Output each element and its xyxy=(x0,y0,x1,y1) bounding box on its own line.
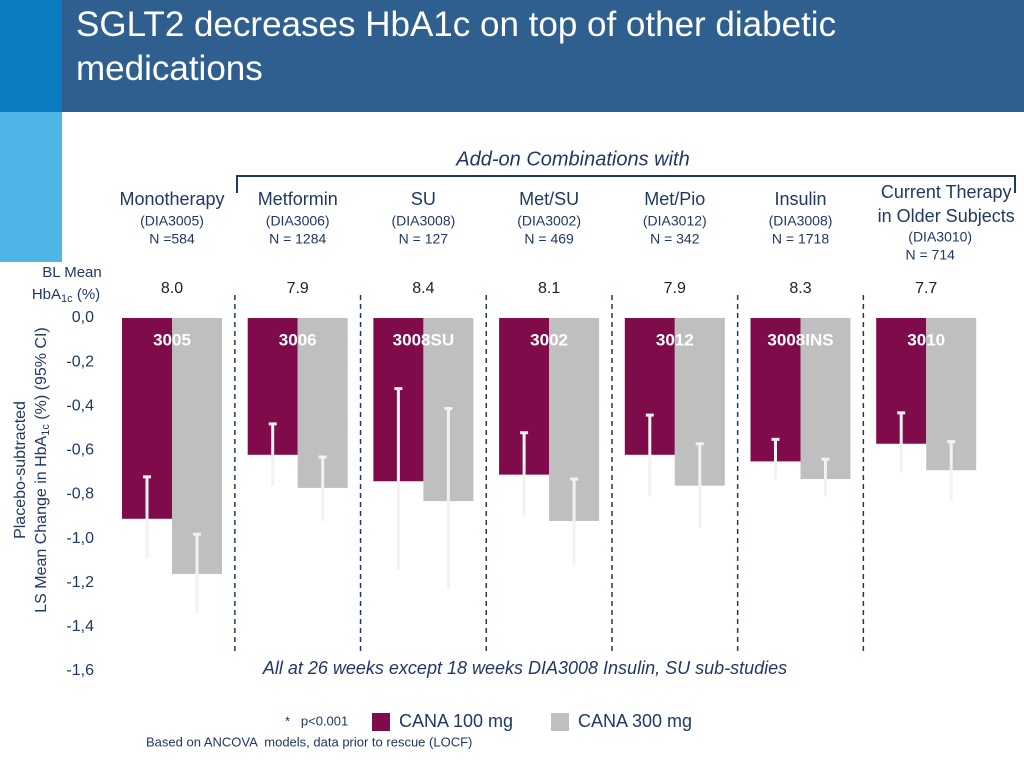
baseline-label-text: HbA xyxy=(32,286,61,303)
group-study: (DIA3006) xyxy=(266,213,330,229)
group-name: Current Therapy xyxy=(881,182,1012,202)
group-n: N =584 xyxy=(149,231,195,247)
group-name: Met/Pio xyxy=(644,189,705,209)
bar-label: 3010 xyxy=(907,330,945,349)
baseline-value: 7.7 xyxy=(915,280,937,297)
y-tick-label: 0,0 xyxy=(72,309,94,326)
footnote: Based on ANCOVA models, data prior to re… xyxy=(146,734,472,749)
legend-label: CANA 300 mg xyxy=(578,711,692,731)
group-n: N = 1284 xyxy=(269,231,326,247)
group-n: N = 1718 xyxy=(772,231,829,247)
baseline-value: 8.0 xyxy=(161,280,183,297)
bar xyxy=(750,318,801,462)
y-tick-label: -0,2 xyxy=(66,353,94,370)
baseline-label-sub: 1c xyxy=(61,293,73,305)
accent-bottom xyxy=(0,112,62,262)
y-axis-label: Placebo-subtracted LS Mean Change in HbA… xyxy=(12,327,52,613)
legend-swatch xyxy=(372,713,390,731)
y-tick-label: -0,8 xyxy=(66,486,94,503)
y-tick-label: -1,0 xyxy=(66,530,94,547)
baseline-value: 8.3 xyxy=(789,280,811,297)
group-study: (DIA3008) xyxy=(769,213,833,229)
group-study: (DIA3002) xyxy=(517,213,581,229)
note: All at 26 weeks except 18 weeks DIA3008 … xyxy=(262,658,787,678)
group-name: Monotherapy xyxy=(119,189,224,209)
group-n: N = 127 xyxy=(399,231,449,247)
baseline-label-unit: (%) xyxy=(73,286,101,303)
y-axis-label-text: LS Mean Change in HbA xyxy=(33,435,50,612)
baseline-value: 7.9 xyxy=(287,280,309,297)
baseline-label: HbA1c (%) xyxy=(32,286,100,305)
significance: * p<0.001 xyxy=(285,713,348,728)
y-tick-label: -0,6 xyxy=(66,442,94,459)
y-tick-label: -1,2 xyxy=(66,574,94,591)
bar xyxy=(172,318,222,574)
group-name: SU xyxy=(411,189,436,209)
group-study: (DIA3012) xyxy=(643,213,707,229)
bar xyxy=(800,318,851,480)
baseline-label: BL Mean xyxy=(42,264,101,281)
title-line: medications xyxy=(76,49,263,88)
title-bar xyxy=(62,0,1024,112)
group-name: Metformin xyxy=(258,189,338,209)
y-axis-label-unit: (%) (95% CI) xyxy=(33,327,50,424)
group-study: (DIA3008) xyxy=(391,213,455,229)
baseline-value: 7.9 xyxy=(664,280,686,297)
group-n: N = 342 xyxy=(650,231,700,247)
y-axis-label-sub: 1c xyxy=(40,424,52,436)
group-n: N = 714 xyxy=(905,247,955,263)
y-tick-label: -0,4 xyxy=(66,397,94,414)
group-heading: Add-on Combinations with xyxy=(455,148,689,170)
group-study: (DIA3005) xyxy=(140,213,204,229)
bar-label: 3005 xyxy=(153,330,191,349)
bar-label: 3006 xyxy=(279,330,317,349)
baseline-value: 8.1 xyxy=(538,280,560,297)
bar-label: 3002 xyxy=(530,330,568,349)
baseline-value: 8.4 xyxy=(412,280,434,297)
group-name: in Older Subjects xyxy=(878,206,1015,226)
group-name: Insulin xyxy=(774,189,826,209)
title-line: SGLT2 decreases HbA1c on top of other di… xyxy=(76,5,836,44)
bar-label: 3012 xyxy=(656,330,694,349)
y-axis-label-line: LS Mean Change in HbA1c (%) (95% CI) xyxy=(33,327,52,613)
y-tick-label: -1,4 xyxy=(66,618,94,635)
bar-label: 3008SU xyxy=(393,330,454,349)
bar-label: 3008INS xyxy=(767,330,833,349)
group-name: Met/SU xyxy=(519,189,579,209)
legend-swatch xyxy=(551,713,569,731)
group-study: (DIA3010) xyxy=(908,229,972,245)
y-tick-label: -1,6 xyxy=(66,662,94,679)
accent-top xyxy=(0,0,62,112)
legend-label: CANA 100 mg xyxy=(399,711,513,731)
y-axis-label-line: Placebo-subtracted xyxy=(12,401,29,539)
group-n: N = 469 xyxy=(524,231,574,247)
bracket xyxy=(236,175,1016,193)
